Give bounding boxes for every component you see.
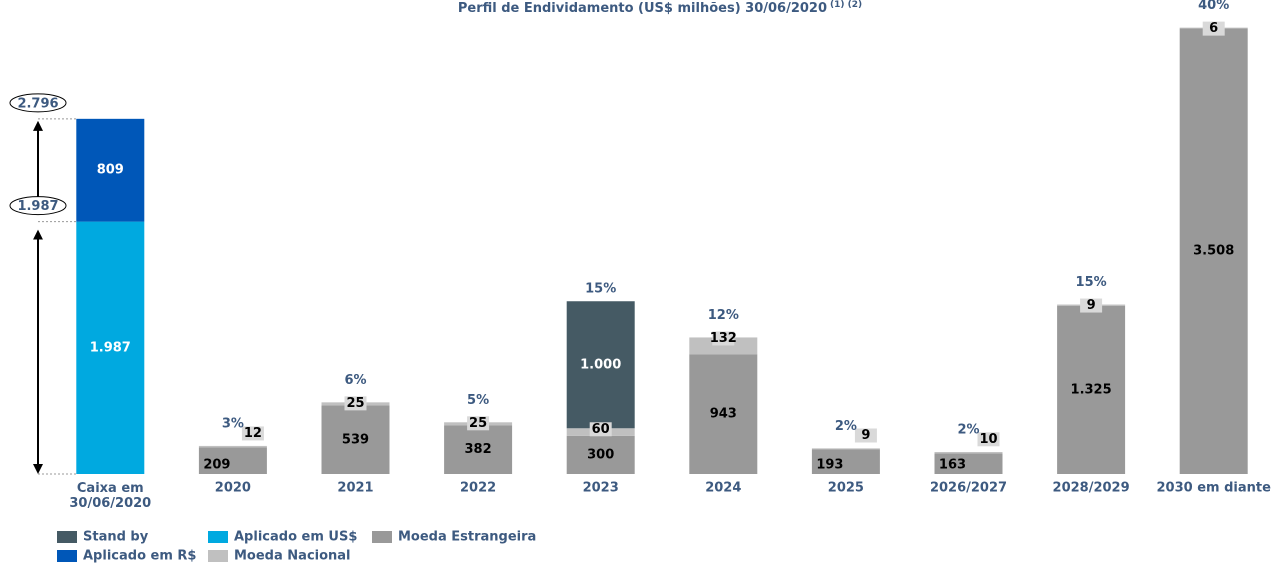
- title-text: Perfil de Endividamento (US$ milhões) 30…: [458, 1, 827, 16]
- value-label: 60: [592, 422, 610, 437]
- value-label: 300: [587, 447, 614, 462]
- bar-segment: [1179, 28, 1248, 474]
- x-tick-label: 2025: [828, 481, 864, 496]
- legend-swatch: [57, 531, 77, 543]
- legend-label: Aplicado em R$: [83, 549, 196, 564]
- bar-segment: [566, 301, 635, 429]
- label-bg: [854, 428, 877, 443]
- bar-segment: [811, 449, 880, 474]
- value-label: 3.508: [1193, 244, 1234, 259]
- legend-label: Stand by: [83, 530, 149, 545]
- bar-segment: [198, 445, 267, 448]
- legend-swatch: [208, 531, 228, 543]
- value-label: 1.987: [90, 340, 131, 355]
- label-bg: [1080, 298, 1103, 313]
- value-label: 25: [469, 416, 487, 431]
- share-label: 15%: [585, 282, 616, 297]
- bar-segment: [321, 405, 390, 474]
- value-label: 9: [861, 428, 870, 443]
- x-tick-label: Caixa em 30/06/2020: [69, 481, 151, 511]
- share-label: 2%: [957, 423, 979, 438]
- value-label: 12: [244, 426, 262, 441]
- value-label: 209: [203, 458, 230, 473]
- legend-swatch: [372, 531, 392, 543]
- label-bg: [1202, 21, 1225, 36]
- x-tick-label: 2026/2027: [930, 481, 1007, 496]
- bar-segment: [76, 118, 145, 222]
- value-label: 382: [465, 442, 492, 457]
- label-bg: [977, 432, 1000, 447]
- bar-segment: [689, 337, 758, 355]
- value-label: 809: [97, 163, 124, 178]
- value-label: 10: [979, 432, 997, 447]
- value-label: 539: [342, 432, 369, 447]
- legend-label: Moeda Nacional: [234, 549, 351, 564]
- value-label: 193: [816, 458, 843, 473]
- x-tick-label: 2020: [215, 481, 251, 496]
- share-label: 40%: [1198, 0, 1229, 13]
- label-bg: [712, 331, 735, 346]
- share-label: 12%: [708, 308, 739, 323]
- value-label: 1.000: [580, 357, 621, 372]
- bar-segment: [198, 447, 267, 474]
- bar-segment: [76, 221, 145, 474]
- value-label: 1.325: [1071, 382, 1112, 397]
- label-bg: [241, 426, 264, 441]
- value-label: 6: [1209, 21, 1218, 36]
- x-tick-label: 2030 em diante: [1156, 481, 1271, 496]
- x-tick-label: 2023: [583, 481, 619, 496]
- bracket-oval: [9, 196, 67, 216]
- x-tick-line: 30/06/2020: [69, 496, 151, 511]
- share-label: 6%: [344, 373, 366, 388]
- x-tick-label: 2028/2029: [1053, 481, 1130, 496]
- bracket-label: 1.987: [17, 199, 58, 214]
- legend-label: Moeda Estrangeira: [398, 530, 536, 545]
- share-label: 3%: [222, 416, 244, 431]
- bar-segment: [689, 354, 758, 474]
- value-label: 25: [346, 396, 364, 411]
- x-tick-label: 2024: [705, 481, 741, 496]
- share-label: 15%: [1076, 275, 1107, 290]
- bracket-label: 2.796: [17, 96, 58, 111]
- value-label: 9: [1087, 298, 1096, 313]
- bracket-oval: [9, 93, 67, 113]
- bar-segment: [811, 448, 880, 450]
- bar-segment: [1057, 305, 1126, 474]
- share-label: 5%: [467, 393, 489, 408]
- x-tick-line: Caixa em: [77, 481, 144, 496]
- bar-segment: [934, 453, 1003, 474]
- value-label: 132: [710, 331, 737, 346]
- label-bg: [589, 422, 612, 437]
- x-tick-label: 2022: [460, 481, 496, 496]
- x-tick-label: 2021: [337, 481, 373, 496]
- bar-segment: [934, 452, 1003, 454]
- legend-label: Aplicado em US$: [234, 530, 357, 545]
- label-bg: [467, 416, 490, 431]
- legend-swatch: [208, 550, 228, 562]
- legend-swatch: [57, 550, 77, 562]
- value-label: 163: [939, 458, 966, 473]
- label-bg: [344, 396, 367, 411]
- share-label: 2%: [835, 419, 857, 434]
- value-label: 943: [710, 407, 737, 422]
- chart-title: Perfil de Endividamento (US$ milhões) 30…: [458, 0, 862, 16]
- title-note: (1) (2): [830, 0, 862, 10]
- bar-segment: [444, 425, 513, 474]
- bar-segment: [566, 435, 635, 474]
